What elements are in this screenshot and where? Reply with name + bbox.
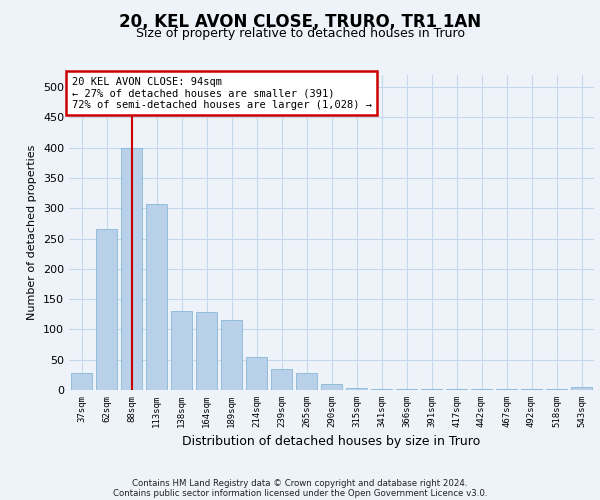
Bar bbox=[221, 320, 242, 390]
Bar bbox=[246, 356, 267, 390]
Y-axis label: Number of detached properties: Number of detached properties bbox=[28, 145, 37, 320]
Bar bbox=[371, 389, 392, 390]
Bar bbox=[571, 387, 592, 390]
Bar bbox=[321, 384, 342, 390]
Bar bbox=[296, 373, 317, 390]
Text: 20, KEL AVON CLOSE, TRURO, TR1 1AN: 20, KEL AVON CLOSE, TRURO, TR1 1AN bbox=[119, 12, 481, 30]
X-axis label: Distribution of detached houses by size in Truro: Distribution of detached houses by size … bbox=[182, 436, 481, 448]
Bar bbox=[271, 369, 292, 390]
Text: Contains public sector information licensed under the Open Government Licence v3: Contains public sector information licen… bbox=[113, 488, 487, 498]
Bar bbox=[196, 312, 217, 390]
Bar bbox=[96, 230, 117, 390]
Bar bbox=[71, 373, 92, 390]
Text: 20 KEL AVON CLOSE: 94sqm
← 27% of detached houses are smaller (391)
72% of semi-: 20 KEL AVON CLOSE: 94sqm ← 27% of detach… bbox=[71, 76, 371, 110]
Text: Size of property relative to detached houses in Truro: Size of property relative to detached ho… bbox=[136, 28, 464, 40]
Bar bbox=[346, 388, 367, 390]
Bar bbox=[146, 204, 167, 390]
Bar bbox=[121, 148, 142, 390]
Text: Contains HM Land Registry data © Crown copyright and database right 2024.: Contains HM Land Registry data © Crown c… bbox=[132, 478, 468, 488]
Bar bbox=[171, 311, 192, 390]
